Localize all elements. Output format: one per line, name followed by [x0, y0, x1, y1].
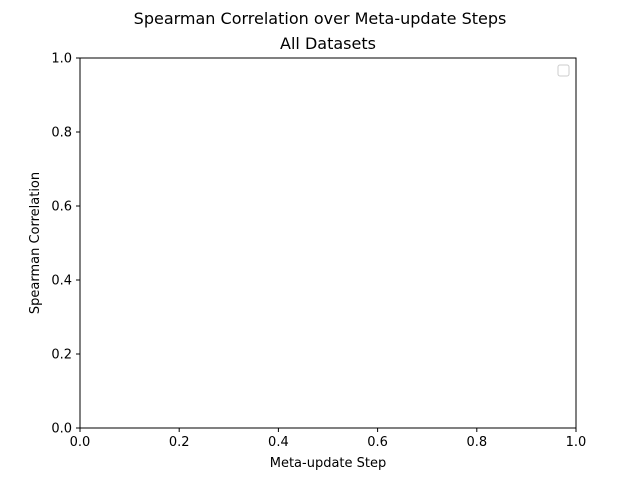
chart-subtitle: All Datasets	[280, 34, 376, 53]
y-axis: 0.0 0.2 0.4 0.6 0.8 1.0	[51, 52, 80, 437]
x-tick-label: 0.6	[367, 435, 388, 450]
chart-title: Spearman Correlation over Meta-update St…	[134, 9, 507, 28]
x-tick-label: 0.0	[70, 435, 91, 450]
y-tick-label: 1.0	[51, 52, 72, 67]
x-tick-label: 0.8	[466, 435, 487, 450]
x-tick-label: 1.0	[566, 435, 587, 450]
y-tick-label: 0.0	[51, 422, 72, 437]
x-tick-label: 0.2	[169, 435, 190, 450]
x-tick-label: 0.4	[268, 435, 289, 450]
plot-area-frame	[79, 57, 577, 429]
y-tick-label: 0.2	[51, 348, 72, 363]
x-axis: 0.0 0.2 0.4 0.6 0.8 1.0	[70, 428, 587, 450]
legend-box	[557, 64, 570, 77]
y-axis-label: Spearman Correlation	[28, 172, 43, 314]
y-tick-label: 0.6	[51, 200, 72, 215]
x-axis-label: Meta-update Step	[270, 456, 387, 471]
y-tick-label: 0.4	[51, 274, 72, 289]
y-tick-label: 0.8	[51, 126, 72, 141]
